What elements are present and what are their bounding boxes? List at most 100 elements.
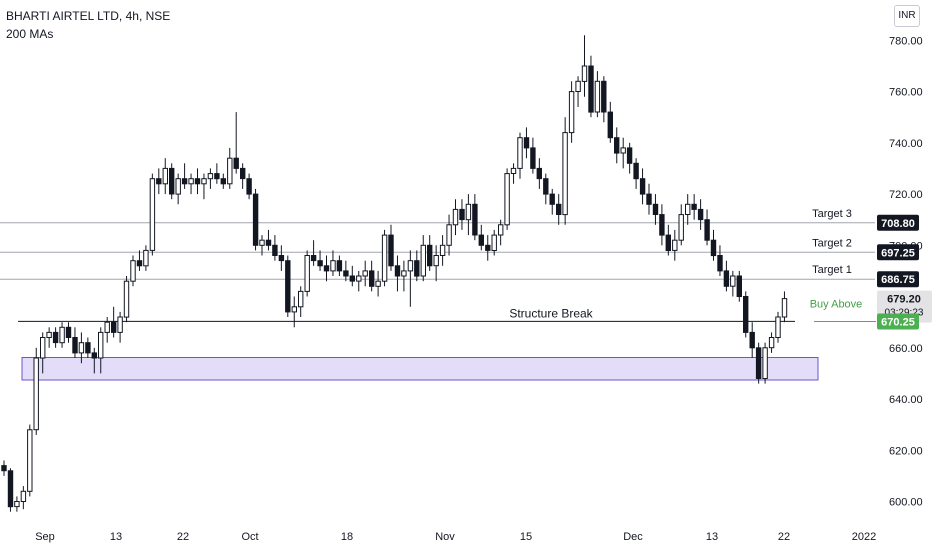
candle xyxy=(52,327,59,348)
candle xyxy=(14,496,20,512)
candle-body xyxy=(678,214,684,241)
buy-above-value: 670.25 xyxy=(881,317,915,329)
candle-body xyxy=(40,337,46,359)
candle-body xyxy=(459,208,465,221)
candle xyxy=(136,250,143,271)
candle xyxy=(252,188,259,251)
candle xyxy=(169,163,175,200)
candle-body xyxy=(207,173,214,180)
candle xyxy=(775,311,781,343)
target-1-label: Target 1 xyxy=(812,264,852,276)
candle-body xyxy=(104,321,110,333)
x-tick-label: Sep xyxy=(35,531,55,543)
candle xyxy=(498,219,504,246)
chart-symbol-title: BHARTI AIRTEL LTD, 4h, NSE xyxy=(6,9,171,23)
candle-body xyxy=(98,331,104,359)
candle-body xyxy=(485,244,491,251)
target-2-label: Target 2 xyxy=(812,237,852,249)
candle-body xyxy=(781,298,788,318)
candle-body xyxy=(362,270,368,277)
candle-body xyxy=(472,203,478,236)
candle xyxy=(768,332,775,353)
buy-above-badge: 670.25 xyxy=(877,313,919,330)
candle-body xyxy=(523,137,530,149)
candle-body xyxy=(272,244,278,257)
candle-body xyxy=(252,193,259,246)
x-axis-ticks: Sep 13 22 Oct 18 Nov 15 Dec 13 22 2022 xyxy=(35,531,876,543)
candle-body xyxy=(646,193,652,205)
candle xyxy=(104,317,110,343)
candle xyxy=(504,168,510,230)
y-tick-label: 780.00 xyxy=(889,35,923,47)
candle xyxy=(755,342,762,384)
target-3-label: Target 3 xyxy=(812,208,852,220)
candle xyxy=(117,311,123,343)
candle xyxy=(156,168,162,195)
candle-body xyxy=(123,280,130,318)
candle xyxy=(59,322,65,348)
candle xyxy=(530,137,536,174)
candle-body xyxy=(143,249,149,267)
bar-countdown: 03:29:23 xyxy=(885,308,924,319)
candle-body xyxy=(259,239,265,246)
demand-zone[interactable] xyxy=(21,357,819,381)
candle xyxy=(607,101,613,143)
currency-button[interactable]: INR xyxy=(894,5,920,27)
candle-body xyxy=(575,80,581,93)
candle xyxy=(614,127,620,164)
indicator-label[interactable]: 200 MAs xyxy=(6,27,54,41)
y-tick-label: 660.00 xyxy=(889,343,923,355)
x-tick-label: 22 xyxy=(177,531,189,543)
candle xyxy=(304,250,310,297)
candle xyxy=(646,183,652,215)
candle-body xyxy=(52,331,59,344)
candle xyxy=(472,194,478,241)
candle-body xyxy=(498,224,504,236)
candle-body xyxy=(227,157,233,185)
candle xyxy=(581,35,588,97)
candle-body xyxy=(278,255,285,262)
candle xyxy=(452,199,459,236)
candle xyxy=(278,245,285,271)
candle xyxy=(710,229,717,261)
candle-body xyxy=(356,275,362,282)
candle-body xyxy=(568,91,575,134)
candle-body xyxy=(768,337,775,349)
candle-body xyxy=(317,260,323,267)
candle-body xyxy=(704,219,710,241)
buy-above-label: Buy Above xyxy=(810,299,863,311)
candle xyxy=(549,188,555,215)
candle xyxy=(40,332,46,374)
candle-body xyxy=(304,255,310,292)
candle-body xyxy=(381,234,388,282)
candle xyxy=(433,245,439,282)
candle xyxy=(678,204,684,246)
y-tick-label: 740.00 xyxy=(889,138,923,150)
candle-body xyxy=(65,326,72,338)
candle xyxy=(665,224,671,256)
candle xyxy=(240,163,246,189)
candle-body xyxy=(407,260,414,272)
candle-body xyxy=(156,178,162,185)
candle xyxy=(491,229,497,256)
candle xyxy=(736,270,742,302)
candle-body xyxy=(581,65,588,82)
candle-body xyxy=(433,255,439,267)
candle-body xyxy=(265,239,272,246)
x-tick-label: 15 xyxy=(520,531,532,543)
candle xyxy=(407,250,414,307)
candle-body xyxy=(465,203,472,221)
candle xyxy=(272,235,278,261)
x-tick-label: 13 xyxy=(110,531,122,543)
candle xyxy=(594,71,601,118)
candle xyxy=(317,250,323,271)
candle xyxy=(27,424,33,497)
candle xyxy=(575,76,581,107)
candle-body xyxy=(388,234,394,267)
candle-body xyxy=(414,260,420,277)
candle-body xyxy=(614,137,620,154)
candle-body xyxy=(730,275,736,287)
candle xyxy=(730,270,736,297)
candle xyxy=(743,291,749,338)
